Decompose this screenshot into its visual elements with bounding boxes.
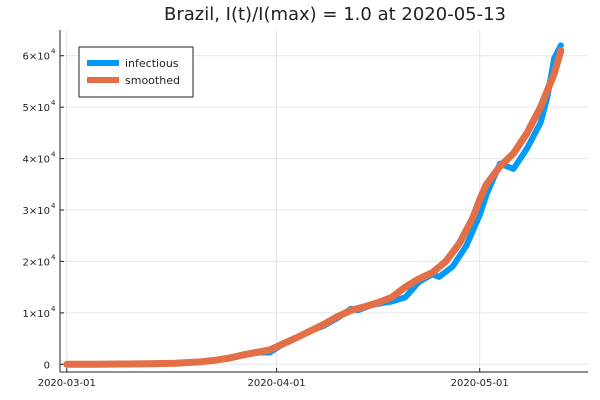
y-tick-exponent: 4 [51, 99, 56, 107]
y-tick-label: 1×10 4 [23, 305, 56, 320]
y-tick-mantissa: 3×10 [23, 206, 50, 217]
y-tick-mantissa: 2×10 [23, 257, 50, 268]
y-tick-mantissa: 1×10 [23, 309, 50, 320]
legend-label: smoothed [125, 74, 180, 87]
legend-box [78, 46, 194, 98]
y-tick-exponent: 4 [51, 151, 56, 159]
y-tick-label: 4×10 4 [23, 151, 56, 166]
legend-label: infectious [125, 57, 179, 70]
series-line-smoothed [63, 47, 565, 368]
y-tick-label: 5×10 4 [23, 99, 56, 114]
legend: infectious smoothed [78, 46, 194, 98]
y-tick-exponent: 4 [51, 253, 56, 261]
y-tick-label: 2×10 4 [23, 253, 56, 268]
y-tick-exponent: 4 [51, 202, 56, 210]
y-tick-exponent: 4 [51, 305, 56, 313]
y-tick-exponent: 4 [51, 48, 56, 56]
y-tick-mantissa: 4×10 [23, 155, 50, 166]
chart-title: Brazil, I(t)/I(max) = 1.0 at 2020-05-13 [164, 4, 506, 25]
x-tick-label: 2020-04-01 [248, 378, 306, 389]
y-tick-label: 3×10 4 [23, 202, 56, 217]
y-tick-mantissa: 5×10 [23, 103, 50, 114]
y-axis-ticks: 01×10 42×10 43×10 44×10 45×10 46×10 4 [23, 48, 64, 371]
series-group [63, 42, 565, 368]
axes [59, 30, 588, 373]
x-axis-ticks: 2020-03-01 2020-04-01 2020-05-01 [38, 368, 509, 389]
x-tick-label: 2020-03-01 [38, 378, 96, 389]
y-tick-label: 6×10 4 [23, 48, 56, 63]
y-tick-mantissa: 0 [44, 360, 50, 371]
x-tick-label: 2020-05-01 [451, 378, 509, 389]
y-tick-mantissa: 6×10 [23, 52, 50, 63]
y-tick-label: 0 [44, 360, 50, 371]
